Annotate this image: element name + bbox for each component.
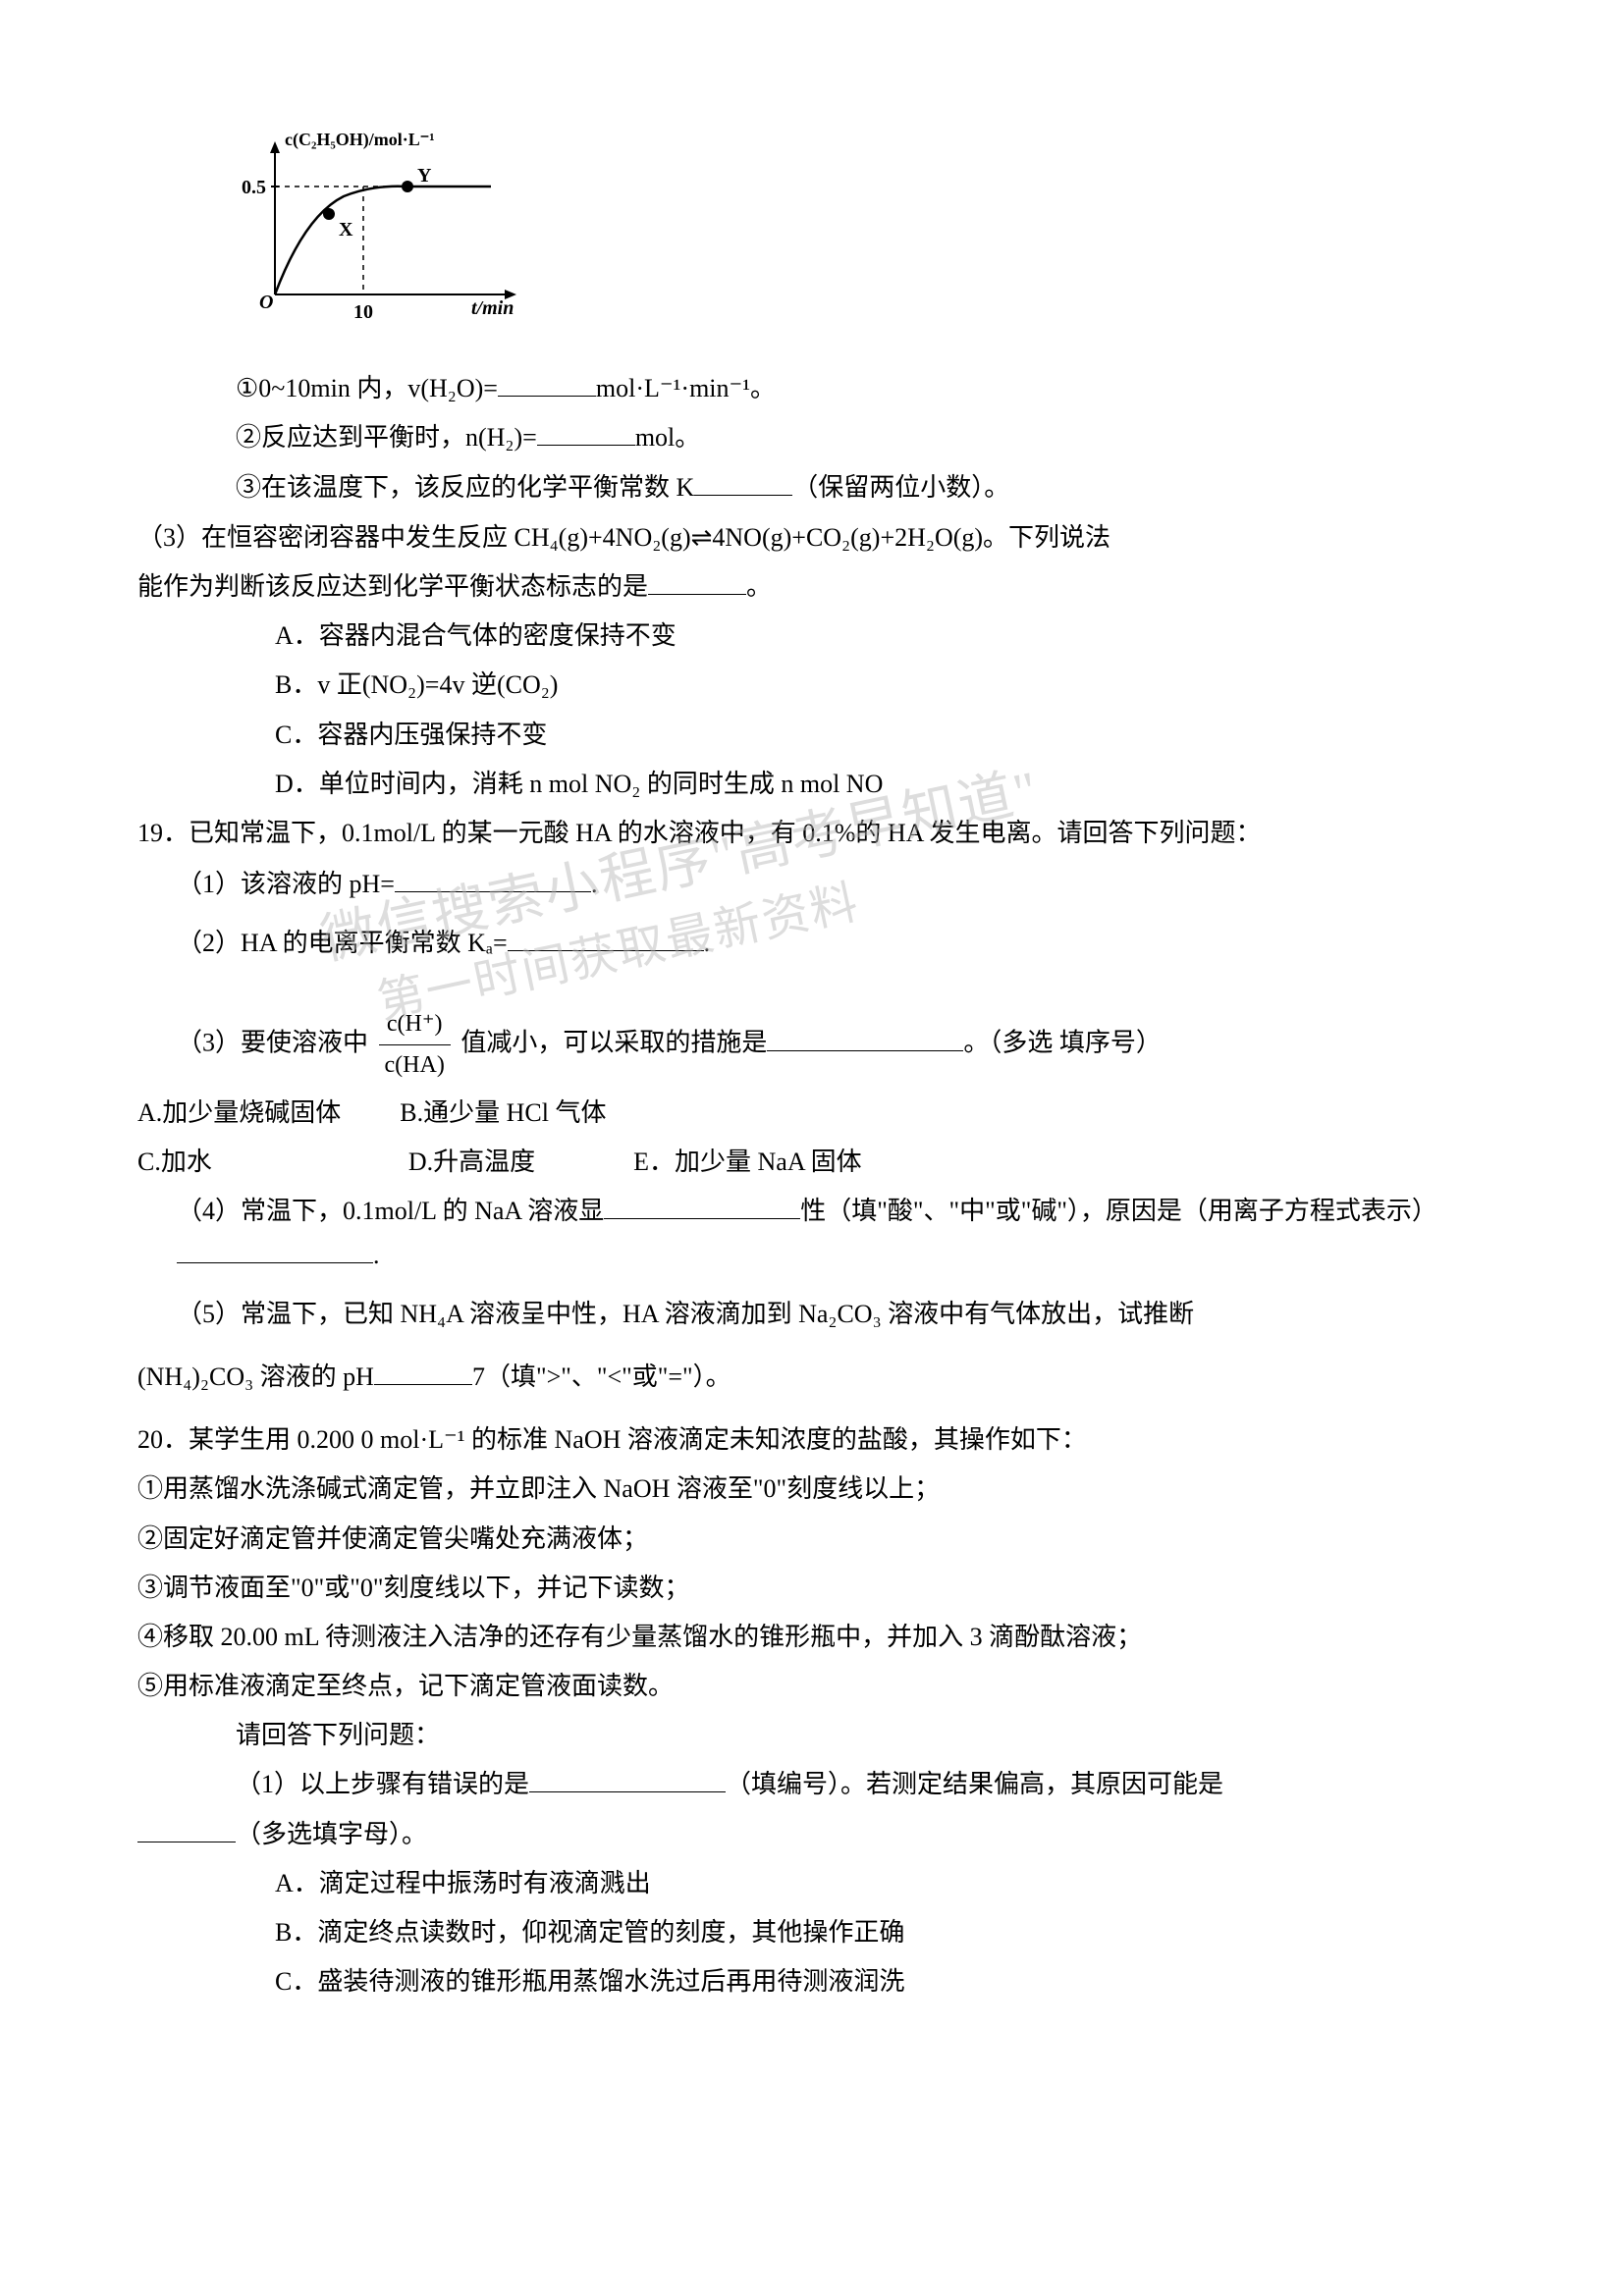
opt-a: A．容器内混合气体的密度保持不变 [137,614,1487,658]
q19-5c: 7（填">"、"<"或"="）。 [472,1362,731,1391]
q19-4b: 性（填"酸"、"中"或"碱"），原因是（用离子方程式表示） [800,1197,1437,1225]
concentration-chart: c(C₂H₅OH)/mol·L⁻¹ 0.5 X Y O 10 t/min [236,128,1487,347]
q19-1-end: . [591,870,598,898]
q20-3: ③调节液面至"0"或"0"刻度线以下，并记下读数； [137,1567,1487,1610]
q2-unit: mol。 [635,423,700,452]
q3-text: ③在该温度下，该反应的化学平衡常数 K [236,473,694,502]
q19-3-opts-row1: A.加少量烧碱固体 B.通少量 HCl 气体 [137,1092,1487,1135]
q3-tail: （保留两位小数）。 [792,473,1009,502]
q20-2: ②固定好滴定管并使滴定管尖嘴处充满液体； [137,1518,1487,1561]
q20-q: 请回答下列问题： [137,1714,1487,1757]
q20-optB: B．滴定终点读数时，仰视滴定管的刻度，其他操作正确 [137,1911,1487,1954]
q19-3a: （3）要使溶液中 [177,1029,368,1057]
sub-q2: ②反应达到平衡时，n(H₂)= mol。 [137,416,1487,459]
q19-4a: （4）常温下，0.1mol/L 的 NaA 溶液显 [177,1197,604,1225]
blank [508,928,704,951]
q19-1-text: （1）该溶液的 pH= [177,870,395,898]
q1-unit: mol·L⁻¹·min⁻¹。 [596,374,776,402]
q20-1: ①用蒸馏水洗涤碱式滴定管，并立即注入 NaOH 溶液至"0"刻度线以上； [137,1468,1487,1511]
q20-q1a: （1）以上步骤有错误的是 [236,1770,529,1798]
sub-q3: ③在该温度下，该反应的化学平衡常数 K （保留两位小数）。 [137,466,1487,509]
svg-text:0.5: 0.5 [242,177,266,198]
blank [694,472,792,496]
q19-1: （1）该溶液的 pH=. [137,863,1487,906]
q20-optA: A．滴定过程中振荡时有液滴溅出 [137,1862,1487,1905]
opt-c: C．容器内压强保持不变 [137,714,1487,757]
blank [498,373,596,397]
q19-5a: （5）常温下，已知 NH₄A 溶液呈中性，HA 溶液滴加到 Na₂CO₃ 溶液中… [137,1293,1487,1336]
frac-num: c(H⁺) [379,1004,451,1045]
blank [648,571,746,595]
q19-5b: (NH₄)₂CO₃ 溶液的 pH [137,1362,374,1391]
blank [395,869,591,892]
p3-end: 。 [746,572,772,601]
blank [604,1196,800,1219]
svg-text:10: 10 [353,301,373,323]
sub-q1: ①0~10min 内，v(H₂O)= mol·L⁻¹·min⁻¹。 [137,367,1487,410]
q20-5: ⑤用标准液滴定至终点，记下滴定管液面读数。 [137,1665,1487,1708]
q19-3-optB: B.通少量 HCl 气体 [400,1092,606,1135]
q20-q1-cont: （多选填字母）。 [137,1813,1487,1856]
blank [529,1769,726,1792]
q19-3-end: 。（多选 填序号） [963,1029,1162,1057]
q19-3-optD: D.升高温度 [408,1141,535,1184]
q2-text: ②反应达到平衡时，n(H₂)= [236,423,537,452]
frac-den: c(HA) [379,1045,451,1086]
opt-d: D．单位时间内，消耗 n mol NO₂ 的同时生成 n mol NO [137,763,1487,806]
p3a: （3）在恒容密闭容器中发生反应 CH₄(g)+4NO₂(g) [137,523,691,552]
p3-line2: 能作为判断该反应达到化学平衡状态标志的是 。 [137,565,1487,609]
blank [177,1240,373,1263]
svg-text:O: O [259,292,273,313]
q20: 20．某学生用 0.200 0 mol·L⁻¹ 的标准 NaOH 溶液滴定未知浓… [137,1418,1487,1462]
q20-4: ④移取 20.00 mL 待测液注入洁净的还存有少量蒸馏水的锥形瓶中，并加入 3… [137,1616,1487,1659]
q20-q1c: （多选填字母）。 [236,1820,427,1848]
q20-optC: C．盛装待测液的锥形瓶用蒸馏水洗过后再用待测液润洗 [137,1960,1487,2003]
eq-arrow-icon: ⇌ [691,522,713,552]
svg-text:c(C₂H₅OH)/mol·L⁻¹: c(C₂H₅OH)/mol·L⁻¹ [285,130,435,150]
q19-3-optE: E．加少量 NaA 固体 [633,1141,862,1184]
q19: 19．已知常温下，0.1mol/L 的某一元酸 HA 的水溶液中，有 0.1%的… [137,812,1487,855]
q19-3-optC: C.加水 [137,1141,212,1184]
p3-line: （3）在恒容密闭容器中发生反应 CH₄(g)+4NO₂(g)⇌4NO(g)+CO… [137,515,1487,560]
q19-3-opts-row2: C.加水 D.升高温度 E．加少量 NaA 固体 [137,1141,1487,1184]
q19-3-optA: A.加少量烧碱固体 [137,1092,341,1135]
q1-text: ①0~10min 内，v(H₂O)= [236,374,498,402]
q19-3b: 值减小，可以采取的措施是 [460,1029,767,1057]
q20-q1: （1）以上步骤有错误的是 （填编号）。若测定结果偏高，其原因可能是 [137,1763,1487,1806]
blank [537,422,635,446]
blank [767,1028,963,1051]
q19-3: （3）要使溶液中 c(H⁺) c(HA) 值减小，可以采取的措施是 。（多选 填序… [137,1004,1487,1086]
fraction: c(H⁺) c(HA) [379,1004,451,1086]
svg-text:Y: Y [417,165,432,187]
svg-text:X: X [339,219,353,240]
svg-text:t/min: t/min [471,297,514,319]
p3b: 4NO(g)+CO₂(g)+2H₂O(g)。下列说法 [712,523,1110,552]
blank [374,1362,472,1385]
q19-2-text: （2）HA 的电离平衡常数 Kₐ= [177,929,508,957]
q19-5b-line: (NH₄)₂CO₃ 溶液的 pH 7（填">"、"<"或"="）。 [137,1356,1487,1399]
q19-4: （4）常温下，0.1mol/L 的 NaA 溶液显 性（填"酸"、"中"或"碱"）… [137,1190,1487,1276]
q20-q1b: （填编号）。若测定结果偏高，其原因可能是 [726,1770,1223,1798]
p3c: 能作为判断该反应达到化学平衡状态标志的是 [137,572,648,601]
q19-2-end: . [704,929,711,957]
q19-4-end: . [373,1241,380,1269]
q19-2: （2）HA 的电离平衡常数 Kₐ=. [137,922,1487,965]
opt-b: B．v 正(NO₂)=4v 逆(CO₂) [137,664,1487,707]
blank [137,1819,236,1842]
